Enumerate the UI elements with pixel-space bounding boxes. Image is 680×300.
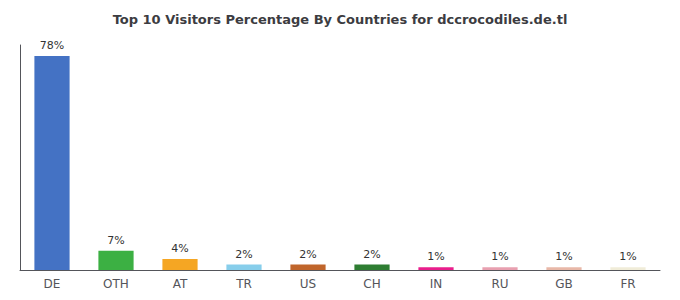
svg-text:2%: 2% bbox=[363, 248, 380, 261]
svg-text:4%: 4% bbox=[171, 242, 188, 255]
svg-text:1%: 1% bbox=[555, 250, 572, 263]
svg-text:78%: 78% bbox=[40, 39, 64, 52]
svg-text:IN: IN bbox=[430, 277, 443, 291]
svg-text:CH: CH bbox=[363, 277, 380, 291]
svg-text:7%: 7% bbox=[107, 234, 124, 247]
svg-text:TR: TR bbox=[235, 277, 252, 291]
svg-text:2%: 2% bbox=[235, 248, 252, 261]
svg-text:Top 10 Visitors Percentage By: Top 10 Visitors Percentage By Countries … bbox=[113, 12, 568, 27]
svg-text:US: US bbox=[300, 277, 316, 291]
svg-text:AT: AT bbox=[173, 277, 188, 291]
svg-text:OTH: OTH bbox=[103, 277, 129, 291]
svg-text:FR: FR bbox=[620, 277, 635, 291]
svg-text:RU: RU bbox=[491, 277, 508, 291]
svg-text:1%: 1% bbox=[427, 250, 444, 263]
svg-text:DE: DE bbox=[44, 277, 61, 291]
svg-text:GB: GB bbox=[555, 277, 573, 291]
svg-text:1%: 1% bbox=[491, 250, 508, 263]
svg-text:1%: 1% bbox=[619, 250, 636, 263]
svg-text:2%: 2% bbox=[299, 248, 316, 261]
